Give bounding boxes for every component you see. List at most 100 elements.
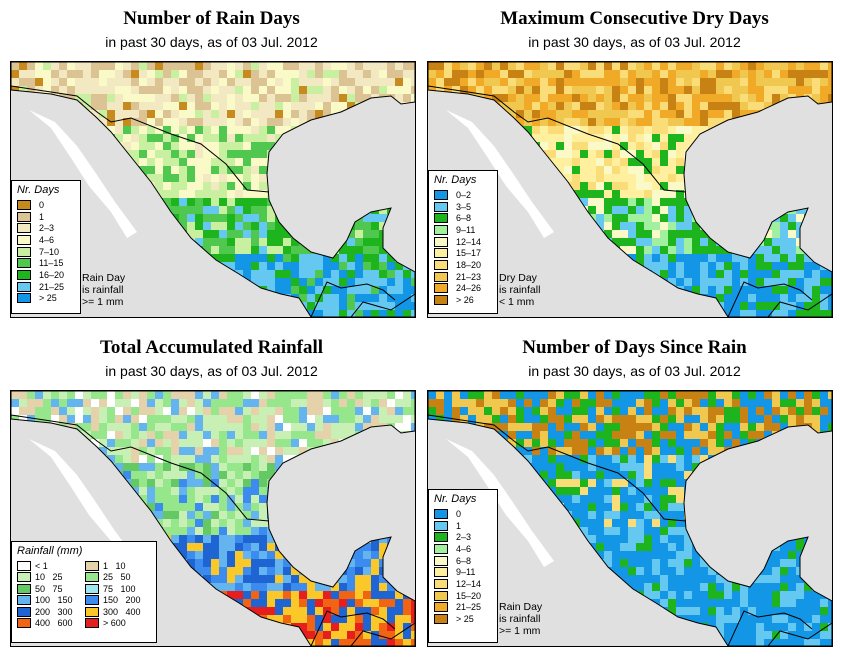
data-cell (251, 118, 259, 126)
data-cell (155, 423, 163, 431)
data-cell (219, 471, 227, 479)
data-cell (195, 551, 203, 559)
data-cell (251, 270, 259, 278)
data-cell (163, 511, 171, 519)
data-cell (556, 70, 564, 78)
panel-max-dry-days: Maximum Consecutive Dry Days in past 30 … (423, 0, 846, 329)
data-cell (540, 78, 548, 86)
data-cell (171, 415, 179, 423)
data-cell (211, 495, 219, 503)
data-cell (179, 527, 187, 535)
data-cell (275, 102, 283, 110)
data-cell (219, 415, 227, 423)
data-cell (259, 487, 267, 495)
data-cell (379, 278, 387, 286)
data-cell (275, 607, 283, 615)
data-cell (171, 62, 179, 70)
data-cell (107, 62, 115, 70)
data-cell (812, 262, 820, 270)
data-cell (307, 110, 315, 118)
data-cell (275, 583, 283, 591)
data-cell (91, 391, 99, 399)
data-cell (387, 415, 395, 423)
data-cell (179, 86, 187, 94)
data-cell (339, 86, 347, 94)
data-cell (780, 94, 788, 102)
data-cell (251, 134, 259, 142)
data-cell (323, 86, 331, 94)
data-cell (628, 190, 636, 198)
data-cell (195, 62, 203, 70)
data-cell (203, 118, 211, 126)
data-cell (636, 174, 644, 182)
data-cell (195, 391, 203, 399)
data-cell (668, 222, 676, 230)
data-cell (123, 102, 131, 110)
data-cell (291, 238, 299, 246)
data-cell (772, 246, 780, 254)
data-cell (788, 270, 796, 278)
data-cell (171, 110, 179, 118)
data-cell (203, 190, 211, 198)
data-cell (347, 86, 355, 94)
data-cell (219, 567, 227, 575)
data-cell (259, 230, 267, 238)
data-cell (147, 487, 155, 495)
data-cell (195, 206, 203, 214)
data-cell (644, 182, 652, 190)
data-cell (828, 278, 832, 286)
data-cell (187, 431, 195, 439)
note-line: >= 1 mm (82, 296, 124, 308)
data-cell (211, 214, 219, 222)
data-cell (379, 639, 387, 646)
data-cell (155, 182, 163, 190)
data-cell (748, 286, 756, 294)
data-cell (251, 190, 259, 198)
legend-item: 16–20 (17, 269, 75, 281)
data-cell (211, 447, 219, 455)
data-cell (131, 142, 139, 150)
data-cell (620, 246, 628, 254)
data-cell (644, 254, 652, 262)
data-cell (804, 302, 812, 310)
legend-swatch (17, 211, 31, 222)
data-cell (323, 399, 331, 407)
data-cell (676, 94, 684, 102)
data-cell (251, 463, 259, 471)
data-cell (259, 126, 267, 134)
data-cell (748, 254, 756, 262)
data-cell (580, 142, 588, 150)
data-cell (243, 254, 251, 262)
data-cell (179, 423, 187, 431)
data-cell (203, 182, 211, 190)
data-cell (195, 407, 203, 415)
data-cell (307, 407, 315, 415)
data-cell (323, 631, 331, 639)
data-cell (91, 423, 99, 431)
data-cell (203, 567, 211, 575)
data-cell (211, 407, 219, 415)
legend-label: 9–11 (456, 224, 476, 235)
data-cell (363, 631, 371, 639)
legend-swatch (434, 283, 448, 294)
data-cell (275, 254, 283, 262)
data-cell (355, 607, 363, 615)
data-cell (387, 391, 395, 399)
data-cell (219, 150, 227, 158)
data-cell (251, 535, 259, 543)
data-cell (139, 391, 147, 399)
data-cell (219, 246, 227, 254)
data-cell (203, 519, 211, 527)
data-cell (684, 206, 692, 214)
data-cell (395, 599, 403, 607)
data-cell (179, 487, 187, 495)
data-cell (772, 94, 780, 102)
legend-label: 4–6 (39, 234, 55, 245)
data-cell (163, 78, 171, 86)
data-cell (179, 447, 187, 455)
data-cell (211, 551, 219, 559)
data-cell (676, 254, 684, 262)
data-cell (700, 270, 708, 278)
data-cell (211, 150, 219, 158)
data-cell (83, 399, 91, 407)
